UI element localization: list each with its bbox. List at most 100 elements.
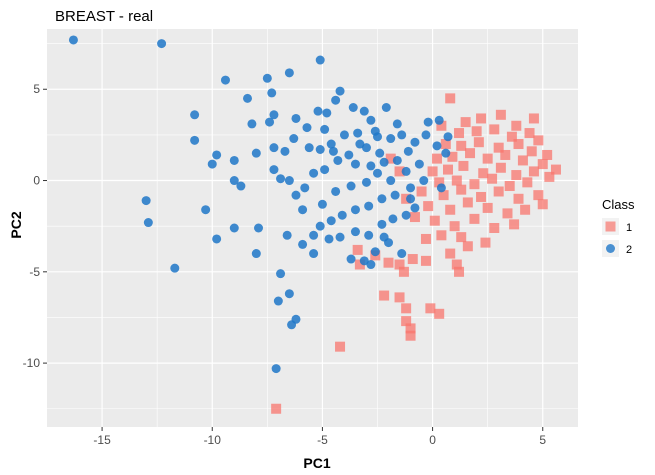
data-point-class-1 [500, 149, 511, 160]
data-point-class-2 [361, 177, 371, 187]
data-point-class-2 [386, 134, 396, 144]
data-point-class-1 [480, 237, 491, 248]
x-axis-title: PC1 [303, 455, 330, 471]
data-point-class-1 [476, 191, 487, 202]
data-point-class-1 [447, 151, 458, 162]
data-point-class-1 [427, 166, 438, 177]
data-point-class-1 [451, 175, 462, 186]
data-point-class-2 [364, 201, 374, 211]
data-point-class-1 [379, 290, 390, 301]
data-point-class-2 [328, 146, 338, 156]
data-point-class-1 [454, 266, 465, 277]
data-point-class-2 [289, 134, 299, 144]
data-point-class-2 [317, 199, 327, 209]
data-point-class-2 [381, 103, 391, 113]
data-point-class-1 [405, 323, 416, 334]
data-point-class-2 [361, 143, 371, 153]
data-point-class-1 [537, 199, 548, 210]
data-point-class-1 [524, 128, 535, 139]
data-point-class-2 [254, 223, 264, 233]
data-point-class-2 [333, 155, 343, 165]
data-point-class-2 [326, 139, 336, 149]
data-point-class-1 [420, 233, 431, 244]
data-point-class-2 [366, 260, 376, 270]
data-point-class-2 [397, 249, 407, 259]
data-point-class-2 [390, 190, 400, 200]
data-point-class-1 [429, 215, 440, 226]
data-point-class-2 [291, 190, 301, 200]
data-point-class-2 [410, 203, 420, 213]
data-point-class-1 [409, 212, 420, 223]
data-point-class-2 [346, 181, 356, 191]
data-point-class-2 [212, 150, 222, 160]
data-point-class-1 [495, 109, 506, 120]
data-point-class-1 [436, 230, 447, 241]
data-point-class-2 [229, 155, 239, 165]
data-point-class-2 [335, 86, 345, 96]
data-point-class-2 [229, 176, 239, 186]
x-tick-label: 5 [539, 433, 546, 447]
data-point-class-2 [359, 106, 369, 116]
data-point-class-1 [513, 193, 524, 204]
data-point-class-1 [528, 166, 539, 177]
data-point-class-1 [460, 117, 471, 128]
y-axis: -10 -5 0 5 [23, 82, 47, 370]
data-point-class-1 [469, 179, 480, 190]
data-point-class-2 [401, 166, 411, 176]
data-point-class-1 [522, 177, 533, 188]
data-point-class-2 [414, 159, 424, 169]
data-point-class-1 [550, 164, 561, 175]
data-point-class-2 [251, 148, 261, 158]
data-point-class-2 [370, 247, 380, 257]
data-point-class-2 [331, 186, 341, 196]
legend: Class 1 2 [602, 197, 635, 257]
data-point-class-1 [443, 164, 454, 175]
data-point-class-1 [458, 160, 469, 171]
data-point-class-2 [236, 181, 246, 191]
data-point-class-2 [276, 269, 286, 279]
data-point-class-1 [445, 204, 456, 215]
data-point-class-2 [364, 230, 374, 240]
data-point-class-1 [394, 259, 405, 270]
data-point-class-1 [401, 316, 412, 327]
data-point-class-2 [170, 263, 180, 273]
data-point-class-2 [326, 216, 336, 226]
data-point-class-2 [322, 108, 332, 118]
data-point-class-1 [451, 259, 462, 270]
y-tick-label: 5 [33, 82, 40, 96]
data-point-class-1 [383, 257, 394, 268]
data-point-class-2 [143, 218, 153, 228]
data-point-class-1 [511, 170, 522, 181]
data-point-class-2 [434, 115, 444, 125]
data-point-class-2 [220, 75, 230, 85]
data-point-class-1 [476, 113, 487, 124]
x-tick-label: -15 [93, 433, 111, 447]
data-point-class-2 [141, 196, 151, 206]
data-point-class-2 [212, 234, 222, 244]
data-point-class-2 [201, 205, 211, 215]
data-point-class-2 [298, 205, 308, 215]
data-point-class-2 [309, 249, 319, 259]
data-point-class-1 [533, 190, 544, 201]
data-point-class-2 [359, 256, 369, 266]
data-point-class-2 [375, 148, 385, 158]
data-point-class-2 [280, 146, 290, 156]
data-point-class-2 [348, 103, 358, 113]
y-tick-label: -10 [23, 356, 41, 370]
data-point-class-2 [441, 148, 451, 158]
data-point-class-2 [287, 320, 297, 330]
data-point-class-2 [315, 55, 325, 65]
chart-title: BREAST - real [55, 8, 153, 25]
data-point-class-2 [344, 150, 354, 160]
data-point-class-2 [388, 214, 398, 224]
data-point-class-1 [482, 153, 493, 164]
data-point-class-1 [526, 146, 537, 157]
data-point-class-1 [537, 159, 548, 170]
data-point-class-2 [372, 168, 382, 178]
data-point-class-2 [262, 73, 272, 83]
data-point-class-1 [478, 168, 489, 179]
data-point-class-1 [513, 139, 524, 150]
data-point-class-1 [489, 223, 500, 233]
data-point-class-2 [331, 95, 341, 105]
